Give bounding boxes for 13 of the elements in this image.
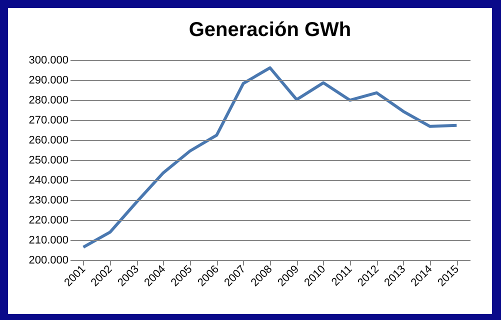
y-tick-label: 300.000	[28, 54, 68, 66]
y-tick-label: 210.000	[28, 234, 68, 246]
y-tick-label: 230.000	[28, 194, 68, 206]
y-tick-label: 250.000	[28, 154, 68, 166]
y-tick-label: 200.000	[28, 254, 68, 266]
y-tick-label: 270.000	[28, 114, 68, 126]
y-tick-label: 240.000	[28, 174, 68, 186]
line-series	[82, 66, 458, 249]
chart-title: Generación GWh	[188, 19, 352, 41]
y-tick-label: 260.000	[28, 134, 68, 146]
y-tick-label: 220.000	[28, 214, 68, 226]
y-tick-label: 290.000	[28, 74, 68, 86]
y-tick-label: 280.000	[28, 94, 68, 106]
